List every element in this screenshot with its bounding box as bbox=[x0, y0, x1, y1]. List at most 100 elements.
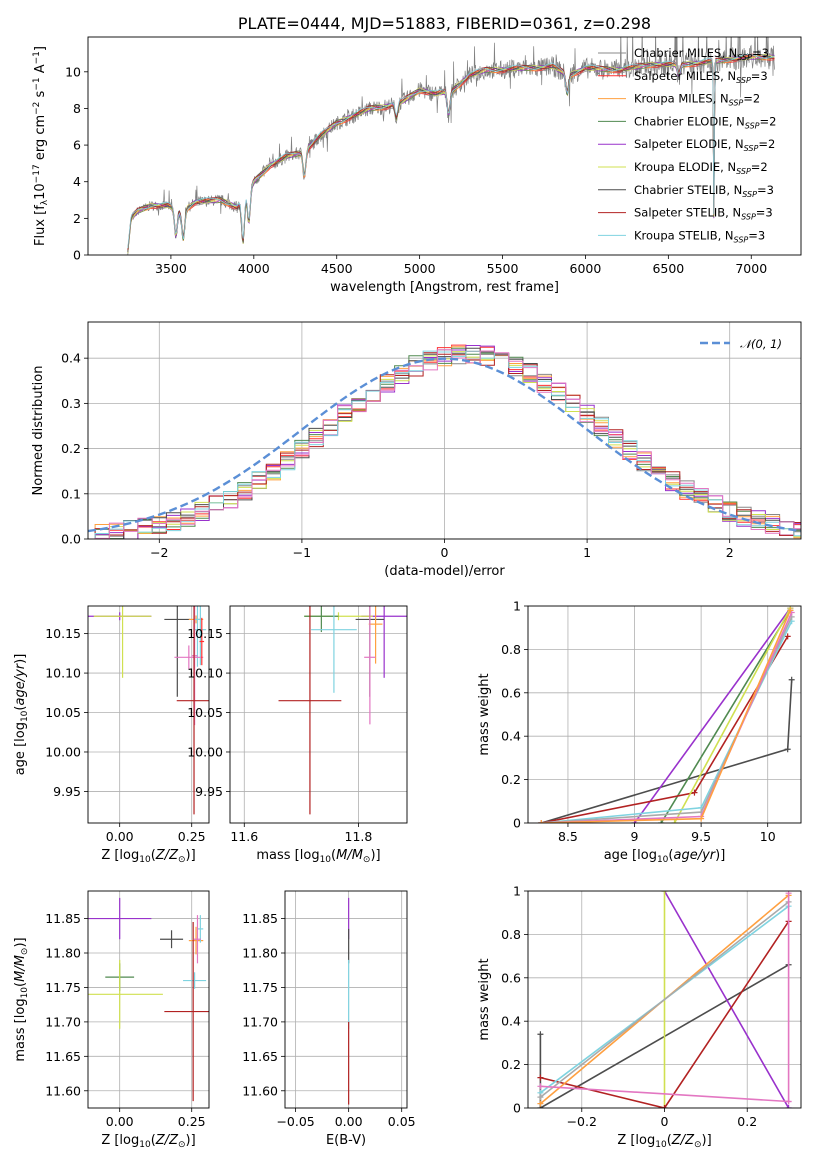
label-part: ⊙ bbox=[694, 1140, 702, 1150]
y-tick-label: 0.8 bbox=[501, 927, 521, 942]
y-tick-label: 0.2 bbox=[501, 1057, 521, 1072]
legend-text: Chabrier ELODIE, N bbox=[634, 114, 745, 128]
y-axis-label: mass weight bbox=[477, 958, 492, 1040]
label-part: ( bbox=[667, 1133, 672, 1148]
data-point bbox=[176, 606, 209, 815]
label-part: age [log bbox=[13, 722, 28, 775]
label-part: M/M bbox=[336, 848, 363, 863]
label-part: Z [log bbox=[101, 1133, 139, 1148]
y-tick-label: 0 bbox=[513, 816, 521, 831]
label-part: −17 bbox=[32, 164, 42, 183]
legend-entry: Salpeter MILES, NSSP=3 bbox=[634, 69, 768, 85]
model-line bbox=[127, 55, 775, 251]
label-part: −2 bbox=[32, 102, 42, 115]
y-tick-label: 11.75 bbox=[242, 980, 278, 995]
x-tick-label: 9.5 bbox=[691, 829, 711, 844]
x-tick-label: 5500 bbox=[487, 261, 519, 276]
weight-marker bbox=[661, 891, 668, 894]
legend-text: Salpeter STELIB, N bbox=[634, 206, 741, 220]
axes-frame bbox=[87, 605, 210, 824]
weight-marker bbox=[691, 789, 698, 796]
label-part: ⊙ bbox=[20, 948, 30, 956]
legend-sub: SSP bbox=[745, 121, 760, 130]
y-tick-label: 11.65 bbox=[242, 1049, 278, 1064]
y-tick-label: 11.80 bbox=[45, 946, 81, 961]
x-axis-label: E(B-V) bbox=[326, 1133, 366, 1148]
legend-entry: Chabrier ELODIE, NSSP=2 bbox=[634, 114, 776, 130]
legend: 𝒩(0, 1) bbox=[700, 337, 782, 351]
x-tick-label: 4000 bbox=[238, 261, 270, 276]
y-tick-label: 11.60 bbox=[242, 1083, 278, 1098]
x-axis-label: (data-model)/error bbox=[384, 564, 505, 579]
y-tick-label: 10.10 bbox=[45, 666, 81, 681]
model-line bbox=[127, 54, 775, 253]
x-tick-label: 0.05 bbox=[388, 1114, 416, 1129]
data-point bbox=[88, 959, 163, 1029]
weight-line bbox=[541, 609, 792, 823]
x-axis-label: mass [log10(M/M⊙)] bbox=[256, 848, 380, 865]
x-tick-label: 11.8 bbox=[345, 829, 373, 844]
x-tick-label: −1 bbox=[293, 545, 311, 560]
data-point bbox=[278, 606, 342, 815]
label-part: ( bbox=[151, 848, 156, 863]
y-tick-label: 11.85 bbox=[45, 911, 81, 926]
weight-marker bbox=[661, 1105, 668, 1108]
label-part: −1 bbox=[32, 77, 42, 90]
model-line bbox=[127, 55, 775, 251]
weight-line bbox=[541, 620, 793, 823]
legend-entry: Chabrier STELIB, NSSP=3 bbox=[634, 183, 774, 199]
x-tick-label: 6000 bbox=[570, 261, 602, 276]
weight-marker bbox=[785, 1098, 792, 1105]
label-part: 10 bbox=[655, 1140, 667, 1150]
axes-frame bbox=[284, 890, 408, 1109]
weight-marker bbox=[537, 1031, 544, 1038]
legend-text: Salpeter ELODIE, N bbox=[634, 137, 744, 151]
weight-line bbox=[539, 964, 789, 1108]
y-tick-label: 1 bbox=[513, 599, 521, 614]
panel-residuals: −2 −1 0 1 2 0.0 0.1 0.2 0.3 0.4 𝒩(0, 1) (data-model… bbox=[31, 321, 802, 579]
label-part: s bbox=[33, 90, 48, 101]
y-tick-label: 10.00 bbox=[45, 744, 81, 759]
label-part: 10 bbox=[20, 710, 30, 722]
x-axis-label: wavelength [Angstrom, rest frame] bbox=[330, 280, 559, 295]
weight-line bbox=[540, 1085, 789, 1103]
y-tick-label: 0.4 bbox=[501, 1014, 521, 1029]
weight-line bbox=[633, 607, 791, 823]
label-part: age/yr bbox=[13, 662, 28, 705]
weight-series bbox=[538, 607, 794, 823]
y-axis-label: age [log10(age/yr)] bbox=[13, 654, 30, 776]
data-point bbox=[364, 606, 376, 725]
model-line bbox=[127, 54, 775, 253]
x-tick-label: 0.00 bbox=[106, 829, 134, 844]
weight-marker bbox=[784, 746, 791, 753]
weight-marker bbox=[658, 820, 665, 823]
weight-line bbox=[541, 635, 789, 823]
axes-frame bbox=[527, 890, 802, 1109]
plot-area bbox=[88, 891, 209, 1108]
label-part: ( bbox=[151, 1133, 156, 1148]
label-part: A bbox=[33, 64, 48, 77]
label-part: ⊙ bbox=[363, 855, 371, 865]
histogram bbox=[88, 344, 801, 539]
y-axis-label: mass weight bbox=[477, 673, 492, 755]
label-part: age [log bbox=[604, 848, 657, 863]
x-tick-label: 0.2 bbox=[737, 1114, 757, 1129]
y-axis-label: Normed distribution bbox=[31, 366, 46, 496]
weight-line bbox=[660, 609, 791, 823]
weight-marker bbox=[787, 607, 794, 614]
weight-marker bbox=[537, 1094, 544, 1101]
axes-frame bbox=[527, 605, 802, 824]
weight-series bbox=[538, 613, 795, 823]
x-tick-label: 4500 bbox=[321, 261, 353, 276]
data-point bbox=[368, 606, 383, 664]
y-tick-label: 6 bbox=[73, 138, 81, 153]
label-part: Z [log bbox=[617, 1133, 655, 1148]
axes-frame bbox=[87, 321, 802, 540]
x-tick-label: −0.05 bbox=[276, 1114, 314, 1129]
model-line bbox=[127, 54, 775, 254]
label-part: −1 bbox=[32, 51, 42, 64]
y-tick-label: 10.05 bbox=[187, 705, 223, 720]
label-part: age/yr bbox=[673, 848, 716, 863]
y-tick-label: 0.8 bbox=[501, 642, 521, 657]
